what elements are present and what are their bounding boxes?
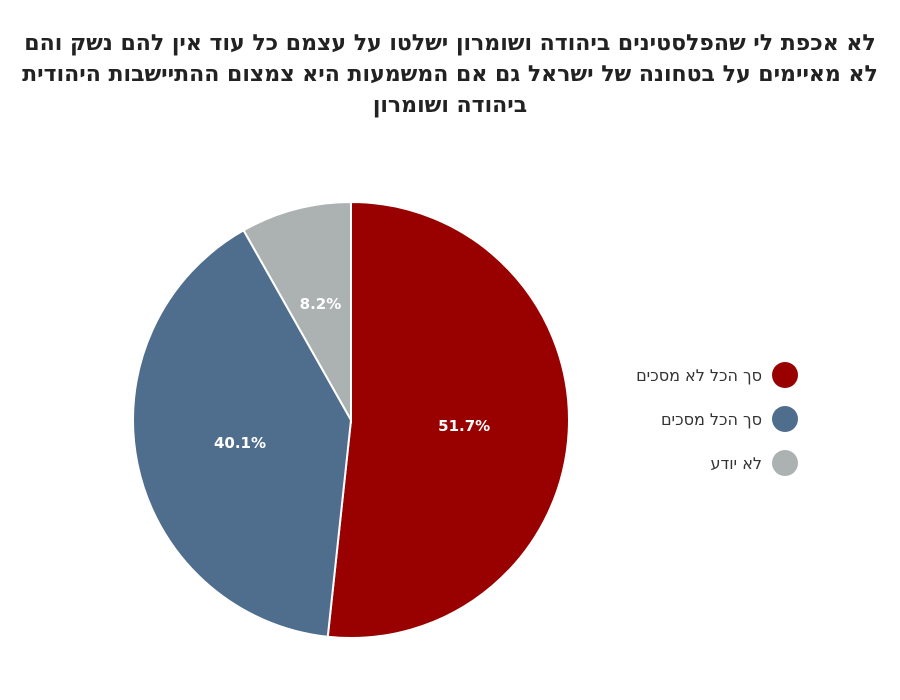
slice-disagree (326, 200, 570, 639)
legend-swatch-agree (772, 406, 798, 432)
legend-label-disagree: סך הכל לא מסכים (636, 365, 762, 385)
chart-title: לא אכפת לי שהפלסטינים ביהודה ושומרון ישל… (22, 31, 878, 118)
legend-item-dont-know: לא יודע (600, 448, 800, 478)
legend-swatch-dont-know (772, 450, 798, 476)
legend-label-dont-know: לא יודע (710, 453, 762, 473)
legend-swatch-disagree (772, 362, 798, 388)
slice-agree (132, 228, 353, 638)
slice-label-agree: 40.1% (214, 434, 266, 452)
chart-legend: סך הכל לא מסכים סך הכל מסכים לא יודע (600, 360, 800, 492)
slice-dont-know (242, 200, 352, 424)
slice-label-disagree: 51.7% (438, 417, 490, 435)
slice-label-dont-know: 8.2% (300, 295, 342, 313)
legend-item-disagree: סך הכל לא מסכים (600, 360, 800, 390)
legend-label-agree: סך הכל מסכים (660, 409, 762, 429)
legend-item-agree: סך הכל מסכים (600, 404, 800, 434)
